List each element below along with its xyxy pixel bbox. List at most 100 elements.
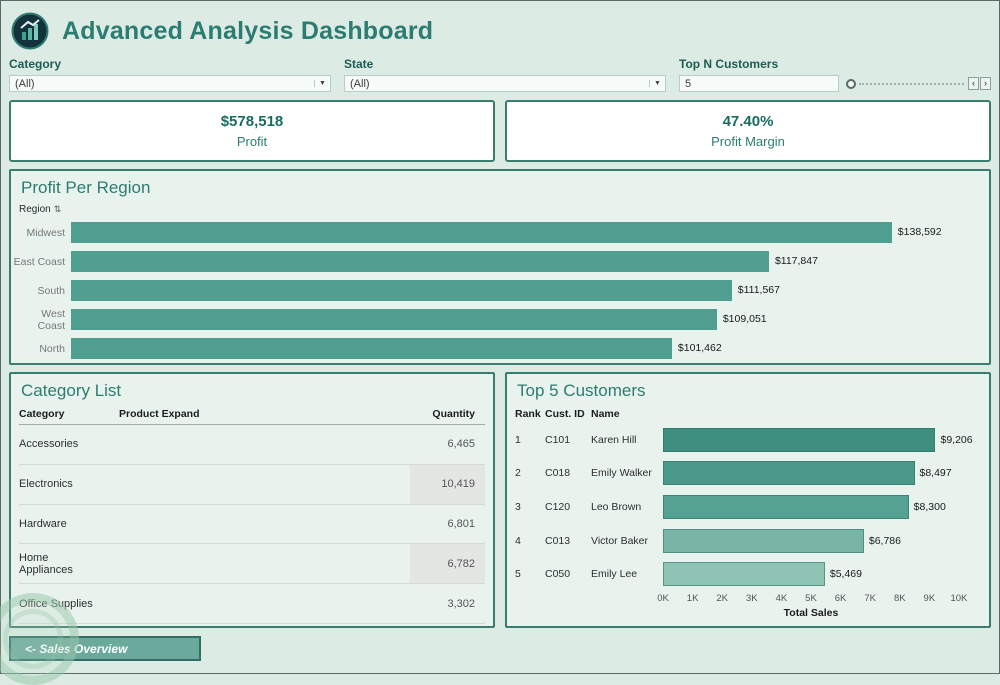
axis-tick-label: 7K — [864, 593, 876, 604]
region-bar-value: $101,462 — [677, 342, 722, 354]
top-n-filter-label: Top N Customers — [679, 57, 779, 71]
customer-name-cell: Emily Walker — [591, 467, 652, 480]
customer-id-cell: C120 — [545, 500, 571, 513]
customer-row: 1 C101 Karen Hill $9,206 — [515, 423, 981, 457]
customer-bar-value: $8,300 — [913, 500, 946, 513]
customer-bar[interactable] — [663, 494, 909, 519]
region-bar-value: $111,567 — [737, 284, 780, 296]
rank-cell: 5 — [515, 568, 521, 581]
axis-tick-label: 6K — [834, 593, 847, 604]
customers-panel-title: Top 5 Customers — [517, 381, 646, 400]
slider-handle[interactable] — [846, 78, 856, 89]
slider-decrement-button[interactable]: ‹ — [968, 77, 979, 90]
chevron-down-icon[interactable]: ▼ — [649, 80, 665, 87]
customer-bar-value: $6,786 — [868, 534, 901, 547]
profit-value: $578,518 — [220, 113, 284, 130]
top-n-slider: ‹ › — [846, 77, 991, 90]
quantity-cell: 6,801 — [447, 517, 475, 530]
customer-bar[interactable] — [663, 427, 936, 452]
profit-per-region-panel: Profit Per Region Region ⇅ Midwest $138,5… — [9, 169, 991, 365]
category-filter-label: Category — [9, 57, 62, 71]
category-cell: Hardware — [19, 517, 67, 530]
customers-x-axis-title: Total Sales — [783, 607, 839, 619]
rank-column-header: Rank — [515, 408, 541, 420]
product-expand-cell — [119, 425, 410, 464]
sort-icon[interactable]: ⇅ — [53, 204, 62, 214]
rank-cell: 3 — [515, 500, 521, 513]
category-filter-dropdown[interactable]: (All) ▼ — [9, 75, 331, 92]
region-axis-header: Region ⇅ — [19, 204, 989, 215]
customer-row: 2 C018 Emily Walker $8,497 — [515, 457, 981, 491]
slider-track[interactable] — [859, 82, 964, 85]
region-chart-row: South $111,567 — [11, 276, 989, 305]
region-bar[interactable] — [71, 222, 892, 243]
dashboard-logo-icon — [11, 12, 49, 50]
customer-bar[interactable] — [663, 461, 915, 486]
quantity-cell: 6,782 — [410, 544, 485, 584]
customer-id-cell: C101 — [545, 433, 571, 446]
top-customers-panel: Top 5 Customers Rank Cust. ID Name 1 C101… — [505, 372, 991, 628]
product-expand-cell — [119, 465, 410, 504]
quantity-cell: 6,465 — [447, 438, 475, 451]
customer-row: 5 C050 Emily Lee $5,469 — [515, 557, 981, 591]
profit-margin-kpi-card: 47.40% Profit Margin — [505, 100, 991, 162]
customer-bar-track: $9,206 — [663, 427, 973, 452]
category-panel-title: Category List — [21, 381, 122, 400]
customer-name-cell: Victor Baker — [591, 534, 648, 547]
category-filter: Category (All) ▼ — [9, 57, 331, 92]
customer-id-cell: C050 — [545, 568, 571, 581]
customer-bar-value: $5,469 — [829, 568, 862, 581]
profit-label: Profit — [236, 134, 268, 149]
category-table-row[interactable]: Home Appliances 6,782 — [19, 544, 485, 585]
customer-bar-value: $8,497 — [919, 467, 952, 480]
top-n-input[interactable] — [679, 75, 839, 92]
customer-id-column-header: Cust. ID — [545, 408, 585, 420]
state-filter-label: State — [344, 57, 374, 71]
region-bar[interactable] — [71, 251, 769, 272]
region-chart-row: Midwest $138,592 — [11, 218, 989, 247]
region-bar-track: $109,051 — [71, 309, 983, 330]
category-cell: Accessories — [19, 438, 79, 451]
region-category-label: Midwest — [26, 226, 65, 239]
quantity-cell: 10,419 — [410, 464, 485, 504]
category-table-row[interactable]: Accessories 6,465 — [19, 425, 485, 465]
customer-id-cell: C013 — [545, 534, 571, 547]
category-table-row[interactable]: Office Supplies 3,302 — [19, 584, 485, 624]
region-chart-row: West Coast $109,051 — [11, 305, 989, 334]
axis-tick-label: 3K — [745, 593, 758, 604]
filter-bar: Category (All) ▼ State (All) ▼ Top N Cus… — [1, 55, 999, 92]
region-bar-track: $117,847 — [71, 251, 983, 272]
category-column-header: Category — [19, 408, 65, 420]
region-bar[interactable] — [71, 280, 732, 301]
page-title: Advanced Analysis Dashboard — [62, 16, 434, 45]
rank-cell: 1 — [515, 433, 521, 446]
region-bar-track: $101,462 — [71, 338, 983, 359]
customer-bar[interactable] — [663, 528, 864, 553]
region-bar[interactable] — [71, 338, 672, 359]
customer-bar[interactable] — [663, 562, 825, 587]
axis-tick-label: 5K — [805, 593, 817, 604]
customer-name-cell: Emily Lee — [591, 568, 638, 581]
customers-chart-rows: 1 C101 Karen Hill $9,206 2 C018 Emily Walker $8… — [515, 423, 981, 591]
customer-row: 4 C013 Victor Baker $6,786 — [515, 524, 981, 558]
axis-tick-label: 8K — [893, 593, 906, 604]
customer-row: 3 C120 Leo Brown $8,300 — [515, 490, 981, 524]
category-table-row[interactable]: Hardware 6,801 — [19, 505, 485, 545]
region-bar[interactable] — [71, 309, 717, 330]
bottom-row: Category List Category Product Expand Qu… — [9, 372, 991, 628]
region-category-label: East Coast — [13, 255, 65, 268]
region-bar-track: $138,592 — [71, 222, 983, 243]
kpi-row: $578,518 Profit 47.40% Profit Margin — [1, 92, 999, 162]
state-filter-dropdown[interactable]: (All) ▼ — [344, 75, 666, 92]
chevron-down-icon[interactable]: ▼ — [314, 80, 330, 87]
sales-overview-back-button[interactable]: <- Sales Overview — [9, 636, 201, 661]
category-table-row[interactable]: Electronics 10,419 — [19, 464, 485, 505]
customer-bar-track: $6,786 — [663, 528, 959, 553]
quantity-cell: 3,302 — [447, 597, 475, 610]
category-table: Category Product Expand Quantity Accesso… — [19, 408, 485, 624]
region-category-label: West Coast — [37, 307, 65, 332]
region-bar-value: $109,051 — [722, 313, 767, 325]
slider-increment-button[interactable]: › — [980, 77, 991, 90]
category-filter-value: (All) — [15, 77, 35, 90]
customer-name-cell: Leo Brown — [591, 500, 642, 513]
